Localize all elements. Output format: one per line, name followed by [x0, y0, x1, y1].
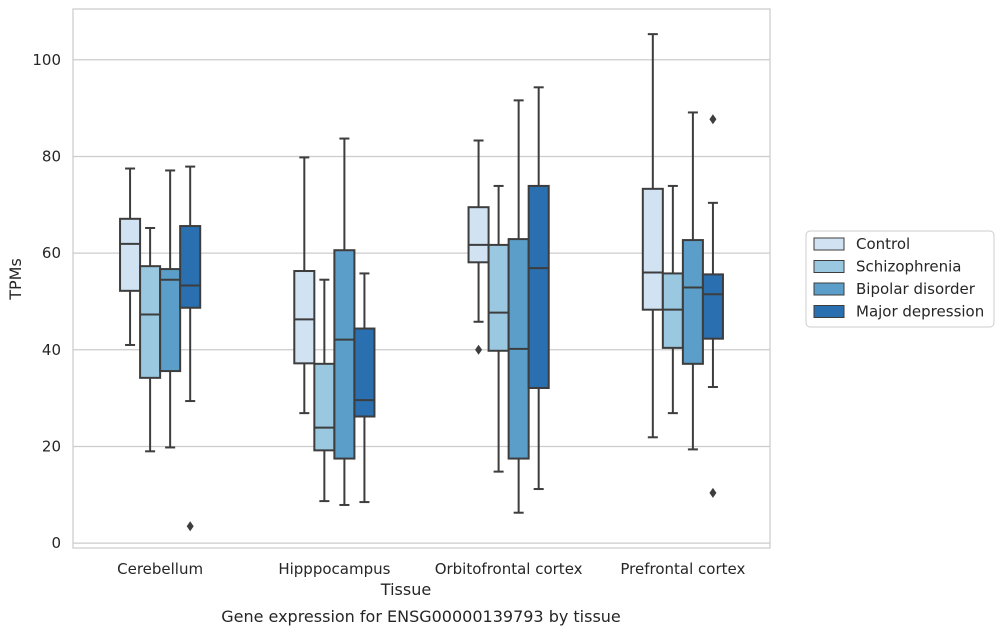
legend-label: Major depression: [856, 303, 984, 321]
box-body: [119, 217, 142, 292]
legend: Control Schizophrenia Bipolar disorder Majo…: [805, 230, 995, 328]
box: [701, 114, 724, 498]
y-tick-label: 60: [42, 244, 61, 262]
box-body: [641, 187, 664, 311]
legend-frame: [805, 230, 995, 328]
box-body: [159, 268, 182, 373]
x-tick-label: Prefrontal cortex: [620, 560, 745, 578]
box: [179, 165, 202, 532]
box-body: [353, 327, 376, 418]
box-body: [527, 184, 550, 389]
box: [313, 278, 336, 503]
plot-frame: [72, 8, 771, 549]
x-tick-label: Orbitofrontal cortex: [435, 560, 583, 578]
x-axis-ticks: Cerebellum Hipppocampus Orbitofrontal cort…: [117, 560, 745, 578]
box: [487, 184, 510, 473]
outlier-point: [709, 114, 717, 125]
legend-swatch: [813, 282, 845, 296]
outlier-point: [186, 521, 194, 532]
box: [527, 86, 550, 491]
box: [681, 111, 704, 451]
legend-swatch: [813, 305, 845, 318]
series-major-depression: [179, 86, 724, 532]
y-tick-label: 40: [42, 341, 61, 359]
y-tick-label: 80: [42, 147, 61, 165]
x-tick-label: Cerebellum: [117, 560, 203, 578]
box-body: [313, 362, 336, 452]
box: [293, 156, 316, 415]
outlier-point: [709, 487, 717, 498]
box-body: [139, 265, 162, 379]
box-body: [333, 249, 356, 460]
box-body: [487, 243, 510, 352]
box-plot-series: [119, 33, 724, 532]
y-axis-ticks: 0 20 40 60 80 100: [32, 51, 61, 552]
series-bipolar-disorder: [159, 99, 704, 514]
box: [353, 272, 376, 504]
box: [641, 33, 664, 439]
legend-label: Control: [856, 235, 910, 253]
box-body: [293, 270, 316, 365]
legend-swatch: [813, 260, 845, 273]
figure-caption: Gene expression for ENSG00000139793 by t…: [221, 607, 621, 626]
box-body: [681, 239, 704, 365]
outlier-point: [475, 344, 483, 355]
box-body: [701, 273, 724, 340]
box: [139, 226, 162, 453]
series-control: [119, 33, 664, 439]
legend-label: Bipolar disorder: [856, 280, 976, 298]
box: [661, 184, 684, 415]
box: [333, 137, 356, 506]
y-tick-label: 0: [51, 534, 61, 552]
series-schizophrenia: [139, 184, 684, 503]
legend-swatch: [813, 237, 845, 251]
box: [467, 139, 490, 355]
box: [159, 169, 182, 449]
y-tick-label: 20: [42, 437, 61, 455]
y-tick-label: 100: [32, 51, 61, 69]
x-tick-label: Hipppocampus: [278, 560, 390, 578]
box: [507, 99, 530, 514]
box: [119, 167, 142, 346]
box-body: [467, 206, 490, 264]
legend-label: Schizophrenia: [856, 258, 961, 276]
box-body: [179, 225, 202, 309]
y-axis-label: TPMs: [6, 258, 25, 301]
x-axis-label: Tissue: [380, 580, 431, 599]
